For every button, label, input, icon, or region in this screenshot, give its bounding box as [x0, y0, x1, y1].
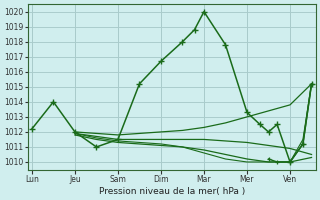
X-axis label: Pression niveau de la mer( hPa ): Pression niveau de la mer( hPa ): [99, 187, 245, 196]
